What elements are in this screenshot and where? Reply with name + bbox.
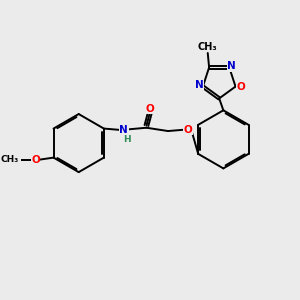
Text: N: N [195, 80, 204, 90]
Text: O: O [146, 104, 154, 114]
Text: N: N [119, 125, 128, 135]
Text: O: O [236, 82, 245, 92]
Text: O: O [31, 155, 40, 165]
Text: N: N [227, 61, 236, 71]
Text: O: O [184, 125, 192, 135]
Text: CH₃: CH₃ [0, 155, 18, 164]
Text: CH₃: CH₃ [198, 42, 218, 52]
Text: H: H [123, 135, 131, 144]
